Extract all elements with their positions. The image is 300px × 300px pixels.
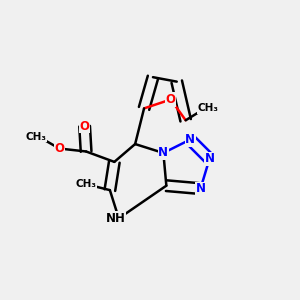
Text: N: N: [196, 182, 206, 195]
Text: NH: NH: [106, 212, 126, 225]
Text: O: O: [80, 120, 90, 133]
Text: N: N: [204, 152, 214, 165]
Text: N: N: [185, 133, 195, 146]
Text: CH₃: CH₃: [25, 132, 46, 142]
Text: CH₃: CH₃: [197, 103, 218, 113]
Text: CH₃: CH₃: [76, 179, 97, 189]
Text: N: N: [158, 146, 168, 160]
Text: O: O: [54, 142, 64, 155]
Text: O: O: [166, 93, 176, 106]
